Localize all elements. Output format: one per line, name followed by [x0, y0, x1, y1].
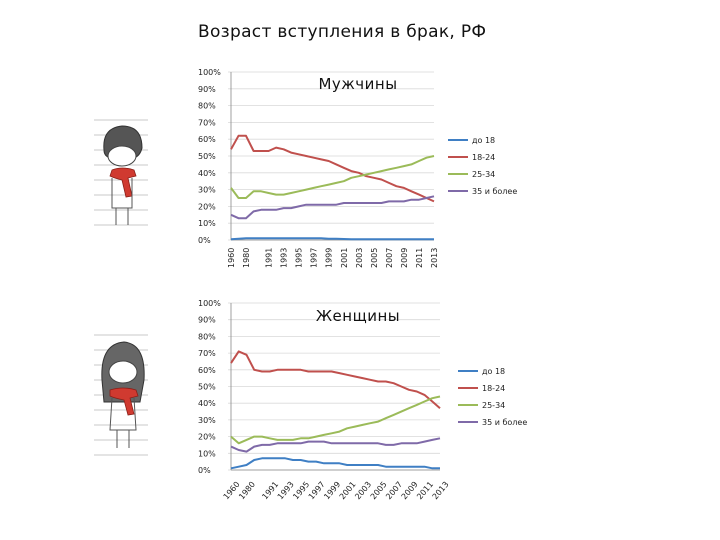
- series-line: [230, 237, 434, 241]
- x-tick-label: 2009: [400, 480, 420, 501]
- x-tick-label: 2011: [415, 480, 435, 501]
- legend-label: 25-34: [482, 401, 505, 410]
- x-tick-label: 1980: [242, 248, 251, 268]
- y-tick-label: 90%: [198, 85, 216, 94]
- x-tick-label: 1995: [291, 480, 311, 501]
- y-tick-label: 70%: [198, 349, 216, 358]
- y-tick-label: 80%: [198, 102, 216, 111]
- x-tick-label: 2013: [431, 480, 451, 501]
- series-line: [230, 437, 441, 453]
- x-tick-label: 1999: [325, 248, 334, 268]
- x-tick-label: 2001: [338, 480, 358, 501]
- series-line: [230, 134, 435, 203]
- x-tick-label: 2007: [385, 248, 394, 268]
- series-line: [230, 155, 435, 199]
- chart-women: 0% 10% 20% 30% 40% 50% 60% 70% 80% 90% 100% 1960198…: [198, 299, 527, 501]
- legend-label: 18-24: [472, 153, 495, 162]
- x-tick-label: 1997: [310, 248, 319, 268]
- x-tick-label: 1999: [322, 480, 342, 501]
- y-tick-label: 40%: [198, 399, 216, 408]
- legend-label: 35 и более: [472, 187, 517, 196]
- legend-label: 25-34: [472, 170, 495, 179]
- legend-label: 18-24: [482, 384, 505, 393]
- x-tick-label: 1991: [265, 248, 274, 268]
- y-tick-label: 40%: [198, 169, 216, 178]
- y-tick-label: 100%: [198, 68, 221, 77]
- y-tick-label: 20%: [198, 202, 216, 211]
- y-tick-label: 100%: [198, 299, 221, 308]
- y-tick-label: 70%: [198, 118, 216, 127]
- y-tick-label: 0%: [198, 236, 211, 245]
- chart-men: 0% 10% 20% 30% 40% 50% 60% 70% 80% 90% 100% 1960 198…: [198, 68, 517, 268]
- y-tick-label: 90%: [198, 316, 216, 325]
- y-tick-label: 80%: [198, 332, 216, 341]
- x-tick-label: 2011: [415, 248, 424, 268]
- series-line: [230, 350, 441, 409]
- x-tick-label: 2001: [340, 248, 349, 268]
- x-tick-label: 2009: [400, 248, 409, 268]
- x-tick-label: 1960: [222, 480, 242, 501]
- x-tick-label: 1960: [227, 248, 236, 268]
- series-line: [230, 457, 440, 470]
- legend-label: до 18: [482, 367, 505, 376]
- chart-title: Мужчины: [318, 75, 397, 93]
- legend-label: до 18: [472, 136, 495, 145]
- x-tick-label: 1991: [260, 480, 280, 501]
- x-tick-label: 1993: [280, 248, 289, 268]
- x-tick-label: 1997: [307, 480, 327, 501]
- x-tick-label: 2005: [369, 480, 389, 501]
- y-tick-label: 30%: [198, 416, 216, 425]
- x-tick-label: 1995: [295, 248, 304, 268]
- x-tick-label: 2005: [370, 248, 379, 268]
- y-tick-label: 60%: [198, 366, 216, 375]
- y-tick-label: 20%: [198, 433, 216, 442]
- boy-sketch-illustration: [94, 119, 148, 226]
- y-tick-label: 0%: [198, 466, 211, 475]
- y-tick-label: 10%: [198, 449, 216, 458]
- slide-title: Возраст вступления в брак, РФ: [198, 22, 487, 42]
- y-tick-label: 60%: [198, 135, 216, 144]
- series-line: [230, 195, 435, 220]
- legend-label: 35 и более: [482, 418, 527, 427]
- x-tick-label: 2013: [430, 248, 439, 268]
- x-tick-label: 2007: [384, 480, 404, 501]
- series-line: [230, 395, 441, 445]
- y-tick-label: 30%: [198, 186, 216, 195]
- x-tick-label: 1980: [237, 480, 257, 501]
- y-tick-label: 50%: [198, 152, 216, 161]
- girl-sketch-illustration: [94, 334, 148, 456]
- x-tick-label: 2003: [355, 248, 364, 268]
- chart-title: Женщины: [316, 307, 400, 325]
- y-tick-label: 50%: [198, 383, 216, 392]
- y-tick-label: 10%: [198, 219, 216, 228]
- x-tick-label: 1993: [276, 480, 296, 501]
- x-tick-label: 2003: [353, 480, 373, 501]
